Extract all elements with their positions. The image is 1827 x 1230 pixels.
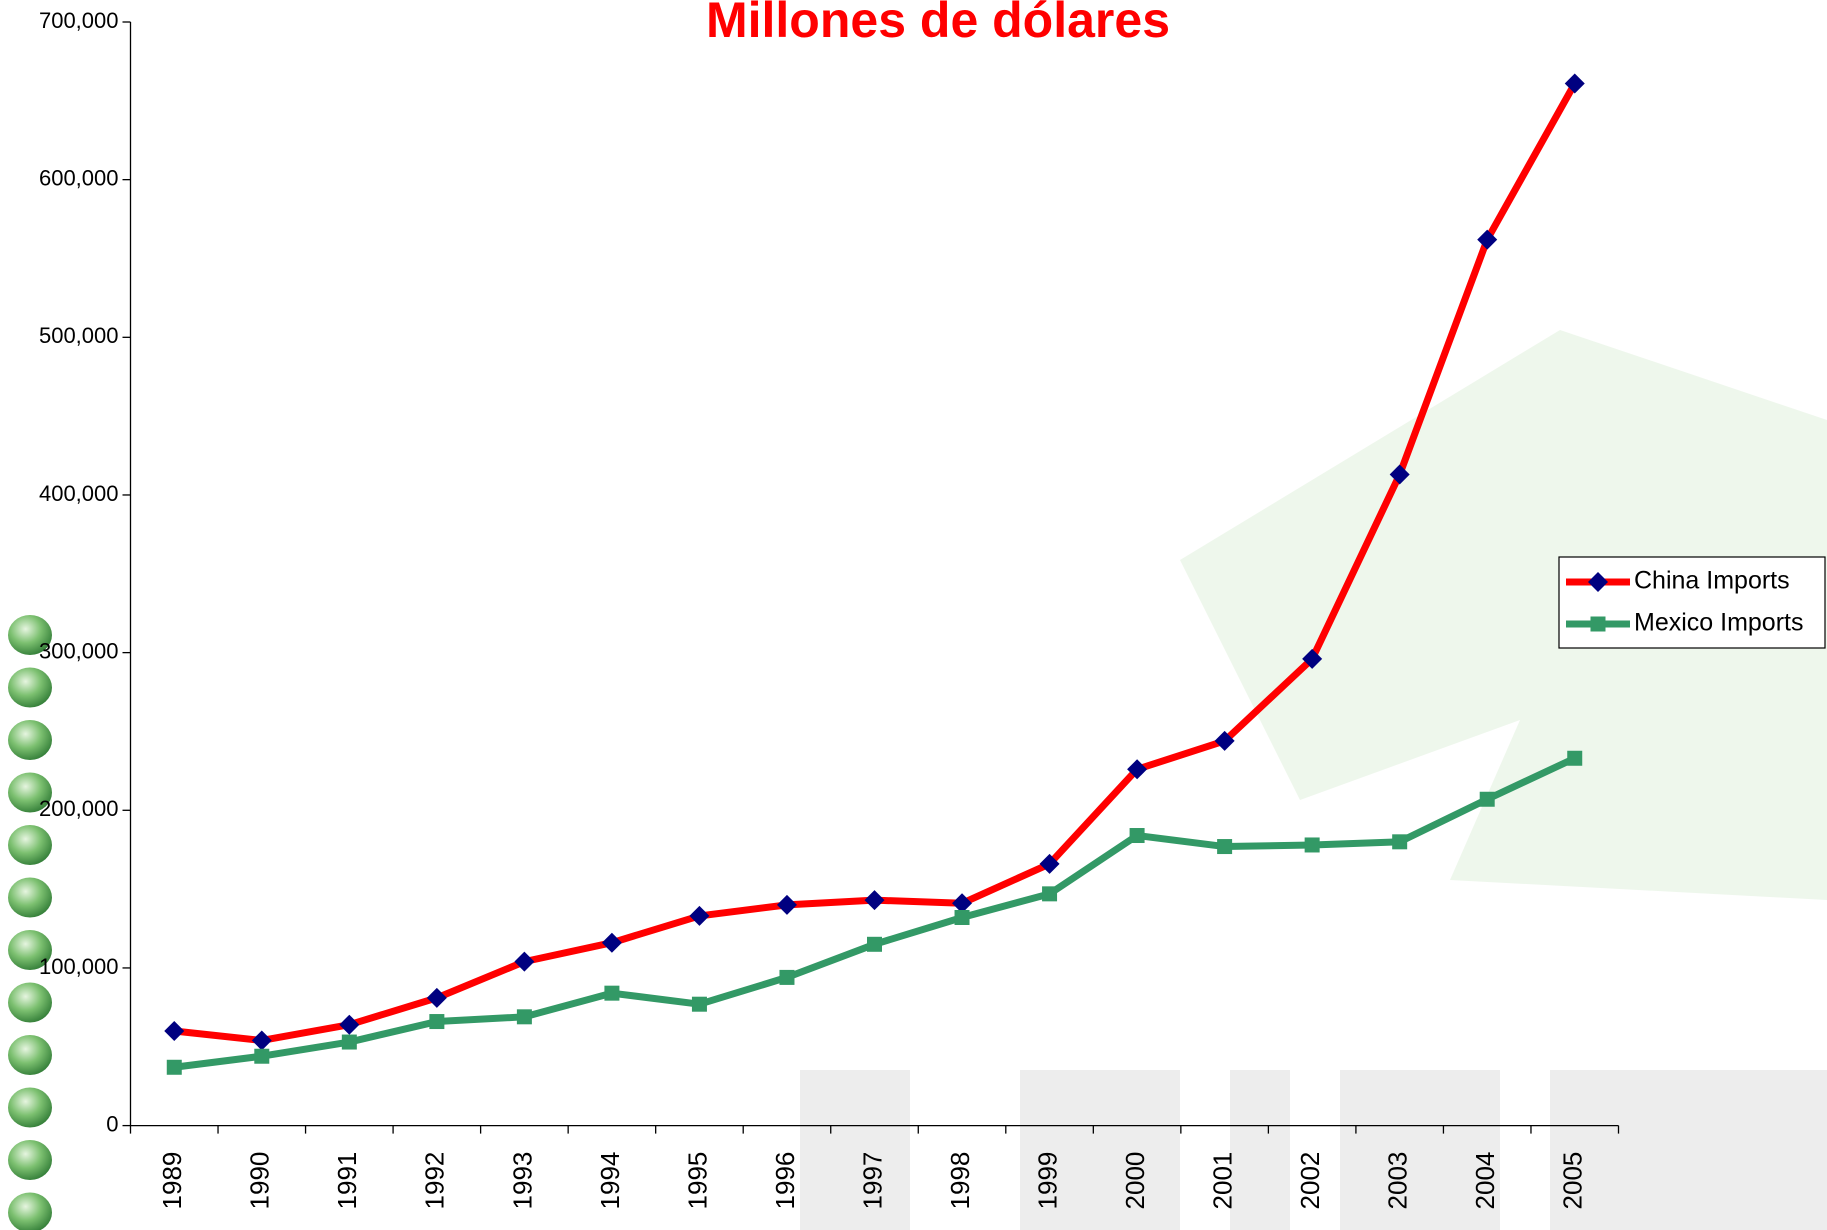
data-point: [252, 1030, 272, 1050]
data-point: [1567, 751, 1582, 766]
x-tick-label: 1994: [595, 1152, 625, 1210]
data-point: [689, 906, 709, 926]
page: {"chart_data": { "type": "line", "title"…: [0, 0, 1827, 1230]
y-tick-label: 700,000: [39, 8, 119, 33]
data-point: [427, 988, 447, 1008]
data-point: [1042, 886, 1057, 901]
chart-title: Millones de dólares: [706, 0, 1170, 48]
watermark: [800, 330, 1827, 1230]
x-tick-label: 2002: [1295, 1152, 1325, 1210]
ball: [8, 983, 52, 1023]
ball: [8, 1035, 52, 1075]
x-tick-label: 1996: [770, 1152, 800, 1210]
data-point: [514, 952, 534, 972]
ball: [8, 720, 52, 760]
x-tick-label: 2004: [1470, 1152, 1500, 1210]
data-point: [164, 1021, 184, 1041]
legend-label: Mexico Imports: [1634, 609, 1803, 637]
data-point: [1130, 828, 1145, 843]
data-point: [1305, 837, 1320, 852]
data-point: [777, 895, 797, 915]
y-tick-label: 100,000: [39, 954, 119, 979]
ball: [8, 878, 52, 918]
y-tick-label: 400,000: [39, 481, 119, 506]
x-tick-label: 1992: [420, 1152, 450, 1210]
y-tick-label: 300,000: [39, 638, 119, 663]
decoration: [8, 615, 52, 1230]
x-tick-label: 1997: [857, 1152, 887, 1210]
data-point: [865, 890, 885, 910]
x-tick-label: 2003: [1383, 1152, 1413, 1210]
legend-marker: [1591, 617, 1606, 632]
x-tick-label: 1998: [945, 1152, 975, 1210]
y-tick-label: 0: [106, 1111, 118, 1136]
data-point: [1217, 839, 1232, 854]
ball: [8, 1193, 52, 1230]
x-tick-label: 1993: [507, 1152, 537, 1210]
data-point: [167, 1060, 182, 1075]
ball: [8, 1140, 52, 1180]
x-tick-label: 1995: [682, 1152, 712, 1210]
data-point: [517, 1009, 532, 1024]
data-point: [692, 997, 707, 1012]
x-tick-label: 1989: [157, 1152, 187, 1210]
data-point: [779, 970, 794, 985]
x-tick-label: 1991: [332, 1152, 362, 1210]
legend-label: China Imports: [1634, 567, 1790, 595]
x-tick-label: 1990: [245, 1152, 275, 1210]
legend: China Imports Mexico Imports: [1559, 557, 1825, 648]
x-tick-label: 2001: [1207, 1152, 1237, 1210]
series-line: [174, 758, 1574, 1067]
data-point: [604, 986, 619, 1001]
data-point: [1480, 792, 1495, 807]
chart: Millones de dólares China Imports Mexico …: [0, 0, 1827, 1230]
ball: [8, 825, 52, 865]
x-tick-label: 1999: [1032, 1152, 1062, 1210]
data-point: [867, 937, 882, 952]
x-tick-label: 2005: [1558, 1152, 1588, 1210]
y-tick-label: 600,000: [39, 165, 119, 190]
data-point: [342, 1035, 357, 1050]
y-tick-label: 200,000: [39, 796, 119, 821]
data-point: [1392, 834, 1407, 849]
data-point: [955, 910, 970, 925]
ball: [8, 668, 52, 708]
data-point: [429, 1014, 444, 1029]
data-point: [339, 1015, 359, 1035]
data-point: [254, 1049, 269, 1064]
x-tick-label: 2000: [1120, 1152, 1150, 1210]
data-point: [602, 933, 622, 953]
y-tick-label: 500,000: [39, 323, 119, 348]
ball: [8, 1088, 52, 1128]
